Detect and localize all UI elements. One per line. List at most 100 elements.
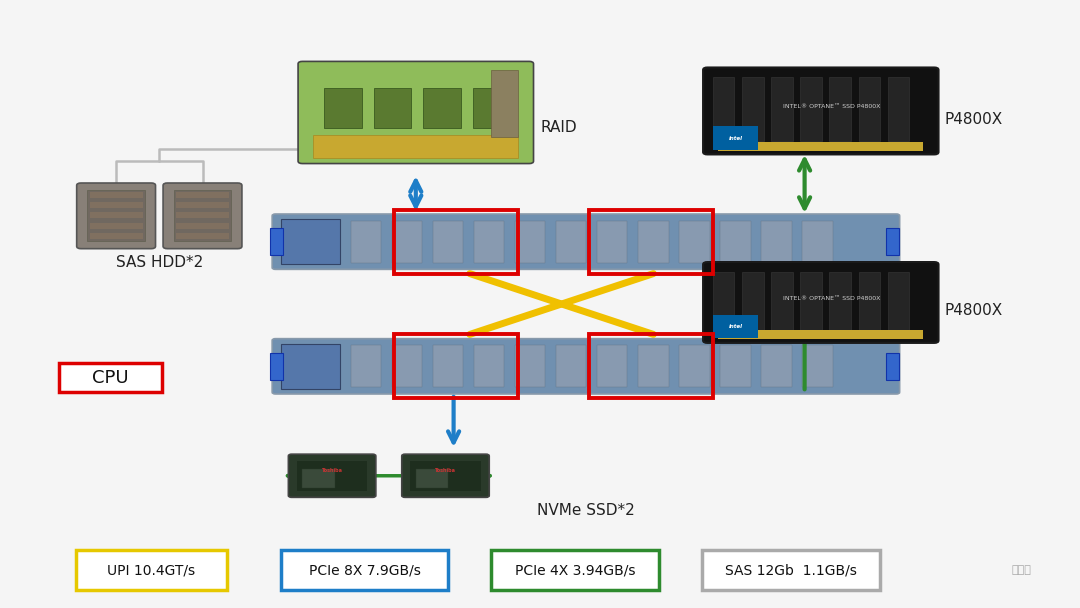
Bar (281, 550, 448, 590)
Bar (176, 223, 229, 229)
Text: SAS HDD*2: SAS HDD*2 (116, 255, 203, 271)
Bar (473, 88, 511, 128)
Bar (886, 228, 899, 255)
Bar (324, 88, 362, 128)
Bar (90, 223, 143, 229)
Bar (410, 461, 481, 491)
Bar (302, 469, 335, 488)
FancyBboxPatch shape (703, 262, 939, 343)
Text: UPI 10.4GT/s: UPI 10.4GT/s (107, 563, 195, 577)
Bar (374, 88, 411, 128)
Bar (394, 334, 518, 398)
Text: P4800X: P4800X (945, 112, 1003, 126)
Bar (679, 345, 710, 387)
Text: intel: intel (729, 136, 742, 140)
Bar (90, 233, 143, 239)
Bar (702, 550, 880, 590)
Bar (888, 77, 909, 141)
Bar (771, 77, 793, 141)
Text: P4800X: P4800X (945, 303, 1003, 317)
Bar (176, 212, 229, 218)
Bar (720, 221, 751, 263)
Bar (174, 190, 231, 241)
Bar (761, 221, 792, 263)
Bar (474, 221, 504, 263)
Bar (829, 272, 851, 330)
Bar (90, 212, 143, 218)
Bar (761, 345, 792, 387)
Bar (713, 126, 758, 150)
Bar (176, 202, 229, 208)
Bar (433, 221, 463, 263)
Text: RAID: RAID (540, 120, 577, 134)
Text: Toshiba: Toshiba (322, 468, 342, 474)
Bar (771, 272, 793, 330)
Bar (423, 88, 461, 128)
Bar (281, 219, 340, 264)
Bar (713, 272, 734, 330)
Bar (90, 202, 143, 208)
Text: Toshiba: Toshiba (435, 468, 456, 474)
Bar (802, 221, 833, 263)
Bar (392, 345, 422, 387)
Bar (433, 345, 463, 387)
Bar (59, 363, 162, 392)
Bar (270, 228, 283, 255)
Bar (638, 345, 669, 387)
FancyBboxPatch shape (298, 61, 534, 164)
Bar (491, 70, 518, 137)
Text: INTEL® OPTANE™ SSD P4800X: INTEL® OPTANE™ SSD P4800X (783, 296, 881, 301)
Bar (176, 233, 229, 239)
Bar (829, 77, 851, 141)
Bar (392, 221, 422, 263)
Bar (888, 272, 909, 330)
Bar (90, 192, 143, 198)
Bar (270, 353, 283, 380)
FancyBboxPatch shape (402, 454, 489, 497)
FancyBboxPatch shape (77, 183, 156, 249)
Bar (351, 221, 381, 263)
FancyBboxPatch shape (163, 183, 242, 249)
Bar (491, 550, 659, 590)
Bar (859, 272, 880, 330)
Bar (281, 344, 340, 389)
Bar (176, 192, 229, 198)
Bar (87, 190, 145, 241)
Text: PCIe 8X 7.9GB/s: PCIe 8X 7.9GB/s (309, 563, 420, 577)
Bar (800, 77, 822, 141)
Text: INTEL® OPTANE™ SSD P4800X: INTEL® OPTANE™ SSD P4800X (783, 105, 881, 109)
Bar (638, 221, 669, 263)
Bar (76, 550, 227, 590)
Text: 企事录: 企事录 (1012, 565, 1031, 575)
Bar (800, 272, 822, 330)
FancyBboxPatch shape (703, 67, 939, 154)
Bar (589, 334, 713, 398)
Bar (859, 77, 880, 141)
Bar (474, 345, 504, 387)
Text: PCIe 4X 3.94GB/s: PCIe 4X 3.94GB/s (515, 563, 635, 577)
Bar (742, 77, 764, 141)
Bar (313, 135, 518, 158)
Bar (589, 210, 713, 274)
Bar (556, 345, 586, 387)
Text: CPU: CPU (93, 368, 129, 387)
Bar (515, 221, 545, 263)
Bar (720, 345, 751, 387)
Bar (515, 345, 545, 387)
Bar (351, 345, 381, 387)
Bar (802, 345, 833, 387)
Bar (416, 469, 448, 488)
Text: NVMe SSD*2: NVMe SSD*2 (537, 503, 635, 518)
Bar (394, 210, 518, 274)
Text: SAS 12Gb  1.1GB/s: SAS 12Gb 1.1GB/s (725, 563, 858, 577)
FancyBboxPatch shape (272, 339, 900, 394)
Text: intel: intel (729, 324, 742, 329)
Bar (297, 461, 367, 491)
Bar (597, 221, 627, 263)
Bar (742, 272, 764, 330)
Bar (886, 353, 899, 380)
Bar (718, 142, 923, 151)
Bar (597, 345, 627, 387)
Bar (679, 221, 710, 263)
Bar (556, 221, 586, 263)
